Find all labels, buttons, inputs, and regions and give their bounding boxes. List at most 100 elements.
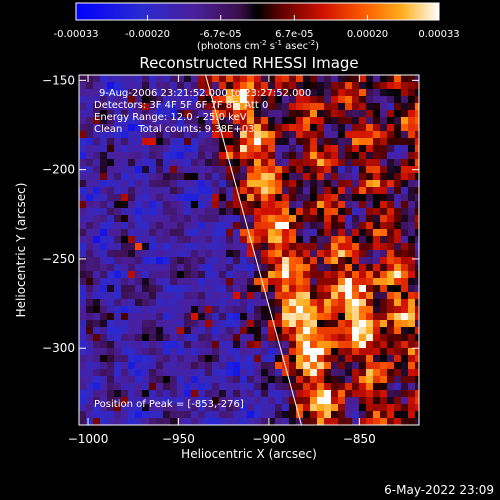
heatmap-cell — [93, 208, 100, 215]
heatmap-cell — [219, 299, 226, 306]
heatmap-cell — [345, 75, 352, 82]
heatmap-cell — [149, 208, 156, 215]
heatmap-cell — [163, 229, 170, 236]
heatmap-cell — [86, 362, 93, 369]
heatmap-cell — [170, 313, 177, 320]
heatmap-cell — [107, 383, 114, 390]
heatmap-cell — [331, 110, 338, 117]
heatmap-cell — [289, 292, 296, 299]
heatmap-cell — [380, 299, 387, 306]
heatmap-cell — [296, 404, 303, 411]
heatmap-cell — [219, 341, 226, 348]
heatmap-cell — [226, 208, 233, 215]
heatmap-cell — [387, 159, 394, 166]
heatmap-cell — [415, 152, 419, 159]
heatmap-cell — [289, 397, 296, 404]
heatmap-cell — [240, 229, 247, 236]
heatmap-cell — [366, 131, 373, 138]
heatmap-cell — [184, 369, 191, 376]
heatmap-cell — [247, 138, 254, 145]
heatmap-cell — [149, 187, 156, 194]
heatmap-cell — [240, 89, 247, 96]
heatmap-cell — [107, 411, 114, 418]
heatmap-cell — [303, 369, 310, 376]
heatmap-cell — [79, 264, 86, 271]
heatmap-cell — [324, 257, 331, 264]
heatmap-cell — [247, 166, 254, 173]
heatmap-cell — [163, 124, 170, 131]
heatmap-cell — [268, 292, 275, 299]
heatmap-cell — [317, 271, 324, 278]
heatmap-cell — [184, 348, 191, 355]
heatmap-cell — [366, 278, 373, 285]
heatmap-cell — [345, 215, 352, 222]
heatmap-cell — [128, 383, 135, 390]
heatmap-cell — [387, 292, 394, 299]
heatmap-cell — [184, 306, 191, 313]
heatmap-cell — [275, 201, 282, 208]
heatmap-cell — [128, 327, 135, 334]
heatmap-cell — [226, 250, 233, 257]
heatmap-cell — [338, 152, 345, 159]
heatmap-cell — [184, 173, 191, 180]
heatmap-cell — [198, 222, 205, 229]
heatmap-cell — [408, 369, 415, 376]
heatmap-cell — [184, 215, 191, 222]
heatmap-cell — [93, 222, 100, 229]
heatmap-cell — [107, 264, 114, 271]
heatmap-cell — [317, 152, 324, 159]
heatmap-cell — [142, 117, 149, 124]
heatmap-cell — [121, 341, 128, 348]
heatmap-cell — [198, 82, 205, 89]
heatmap-cell — [226, 411, 233, 418]
heatmap-cell — [317, 264, 324, 271]
heatmap-cell — [331, 341, 338, 348]
heatmap-cell — [401, 131, 408, 138]
heatmap-cell — [394, 187, 401, 194]
heatmap-cell — [373, 292, 380, 299]
heatmap-cell — [324, 180, 331, 187]
heatmap-cell — [345, 327, 352, 334]
heatmap-cell — [373, 327, 380, 334]
heatmap-cell — [366, 327, 373, 334]
heatmap-cell — [226, 306, 233, 313]
heatmap-cell — [226, 334, 233, 341]
heatmap-cell — [212, 180, 219, 187]
heatmap-cell — [338, 194, 345, 201]
heatmap-cell — [184, 222, 191, 229]
heatmap-cell — [387, 110, 394, 117]
heatmap-cell — [373, 96, 380, 103]
heatmap-cell — [275, 229, 282, 236]
heatmap-cell — [86, 215, 93, 222]
heatmap-cell — [415, 306, 419, 313]
heatmap-cell — [191, 110, 198, 117]
heatmap-cell — [184, 89, 191, 96]
heatmap-cell — [359, 285, 366, 292]
heatmap-cell — [198, 215, 205, 222]
heatmap-cell — [86, 264, 93, 271]
heatmap-cell — [345, 348, 352, 355]
heatmap-cell — [289, 362, 296, 369]
heatmap-cell — [415, 96, 419, 103]
heatmap-cell — [86, 306, 93, 313]
heatmap-cell — [219, 362, 226, 369]
heatmap-cell — [135, 124, 142, 131]
heatmap-cell — [394, 418, 401, 425]
heatmap-cell — [79, 362, 86, 369]
colorbar-tick-label: -0.00020 — [125, 29, 170, 40]
heatmap-cell — [135, 341, 142, 348]
heatmap-cell — [240, 236, 247, 243]
heatmap-cell — [114, 159, 121, 166]
heatmap-cell — [170, 166, 177, 173]
heatmap-cell — [121, 278, 128, 285]
heatmap-cell — [331, 271, 338, 278]
heatmap-cell — [219, 257, 226, 264]
heatmap-cell — [226, 215, 233, 222]
heatmap-cell — [303, 96, 310, 103]
heatmap-cell — [212, 271, 219, 278]
heatmap-cell — [121, 131, 128, 138]
heatmap-cell — [324, 285, 331, 292]
heatmap-cell — [149, 299, 156, 306]
heatmap-cell — [338, 250, 345, 257]
heatmap-cell — [93, 299, 100, 306]
